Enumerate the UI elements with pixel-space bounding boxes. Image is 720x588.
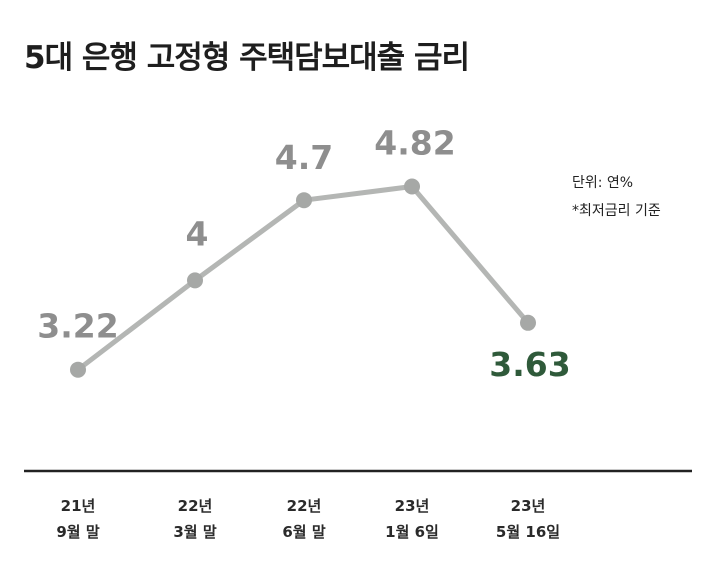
data-label-1: 4 [186,214,209,253]
data-point-1 [187,272,203,289]
category-label-2: 22년 6월 말 [282,497,325,541]
unit-note: 단위: 연% [572,175,634,191]
category-label-1: 22년 3월 말 [173,497,216,541]
data-point-2 [296,192,312,209]
chart-title: 5대 은행 고정형 주택담보대출 금리 [24,40,470,76]
basis-note: *최저금리 기준 [572,203,661,219]
category-label-0: 21년 9월 말 [56,497,99,541]
data-label-0: 3.22 [37,307,118,346]
data-points [70,178,536,378]
data-point-3 [404,178,420,195]
data-label-4: 3.63 [489,345,570,384]
data-label-3: 4.82 [374,124,455,163]
data-point-4 [520,314,536,331]
data-label-2: 4.7 [275,138,333,177]
category-label-3: 23년 1월 6일 [385,497,439,541]
series-line-group [75,184,531,373]
series-line [75,184,531,373]
data-point-0 [70,361,86,378]
data-labels: 3.22 4 4.7 4.82 3.63 [37,124,570,384]
category-labels: 21년 9월 말 22년 3월 말 22년 6월 말 23년 1월 6일 23년 5월 16일 [56,497,560,541]
category-label-4: 23년 5월 16일 [496,497,560,541]
